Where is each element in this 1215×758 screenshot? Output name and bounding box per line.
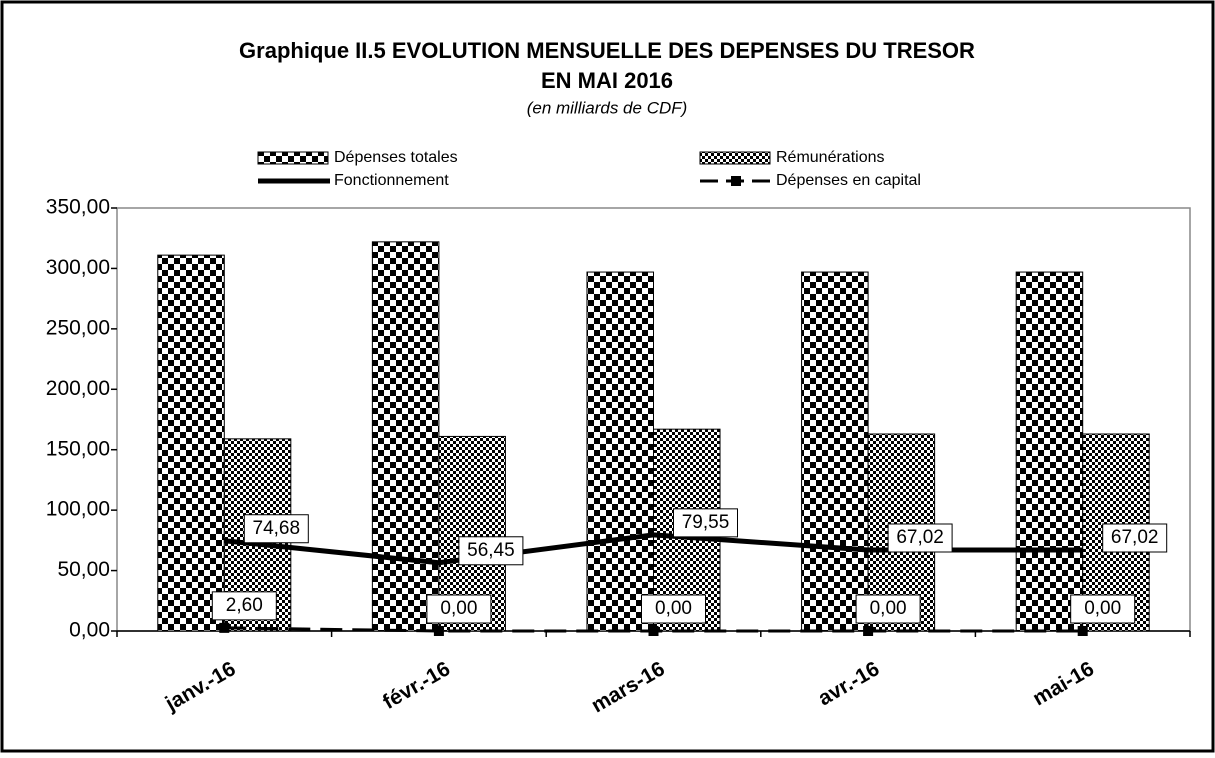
value-label: 0,00 [440,598,477,619]
bar [1015,271,1084,632]
value-label: 0,00 [655,598,692,619]
chart-title: EN MAI 2016 [541,68,673,93]
legend-swatch [257,151,329,165]
value-label-box [673,508,738,538]
y-tick-label: 50,00 [57,558,110,581]
chart-subtitle: (en milliards de CDF) [527,98,688,117]
bar [371,241,440,632]
legend-swatch [699,151,771,165]
y-tick-label: 200,00 [46,377,110,400]
value-label: 79,55 [682,512,730,533]
bar [801,271,869,632]
marker [1077,626,1088,636]
value-label-box [458,536,524,566]
value-label-box [887,523,953,553]
legend-label: Dépenses totales [334,149,458,166]
value-label-box [641,594,706,624]
y-tick-label: 300,00 [46,256,110,279]
y-tick-label: 150,00 [46,437,110,460]
value-label: 67,02 [1111,527,1159,548]
value-label: 67,02 [896,527,944,548]
legend-label: Dépenses en capital [776,172,921,189]
marker [219,622,230,633]
value-label: 2,60 [226,595,263,616]
value-label: 74,68 [253,518,301,539]
y-tick-label: 0,00 [69,619,110,642]
y-tick-label: 100,00 [46,498,110,521]
marker [433,626,444,636]
value-label-box [1102,523,1168,553]
value-label-box [426,594,492,624]
value-label: 56,45 [467,540,515,561]
value-label-box [1070,594,1136,624]
y-tick-label: 350,00 [46,196,110,219]
legend-label: Rémunérations [776,149,885,166]
bar [586,271,654,632]
marker [863,626,874,636]
value-label: 0,00 [1084,598,1121,619]
legend-label: Fonctionnement [334,172,449,189]
marker [648,626,659,636]
value-label-box [211,591,277,621]
legend-marker [731,176,741,186]
value-label: 0,00 [870,598,907,619]
value-label-box [855,594,921,624]
y-tick-label: 250,00 [46,316,110,339]
bar [157,254,225,632]
chart-title: Graphique II.5 EVOLUTION MENSUELLE DES D… [239,38,975,63]
value-label-box [243,514,309,544]
